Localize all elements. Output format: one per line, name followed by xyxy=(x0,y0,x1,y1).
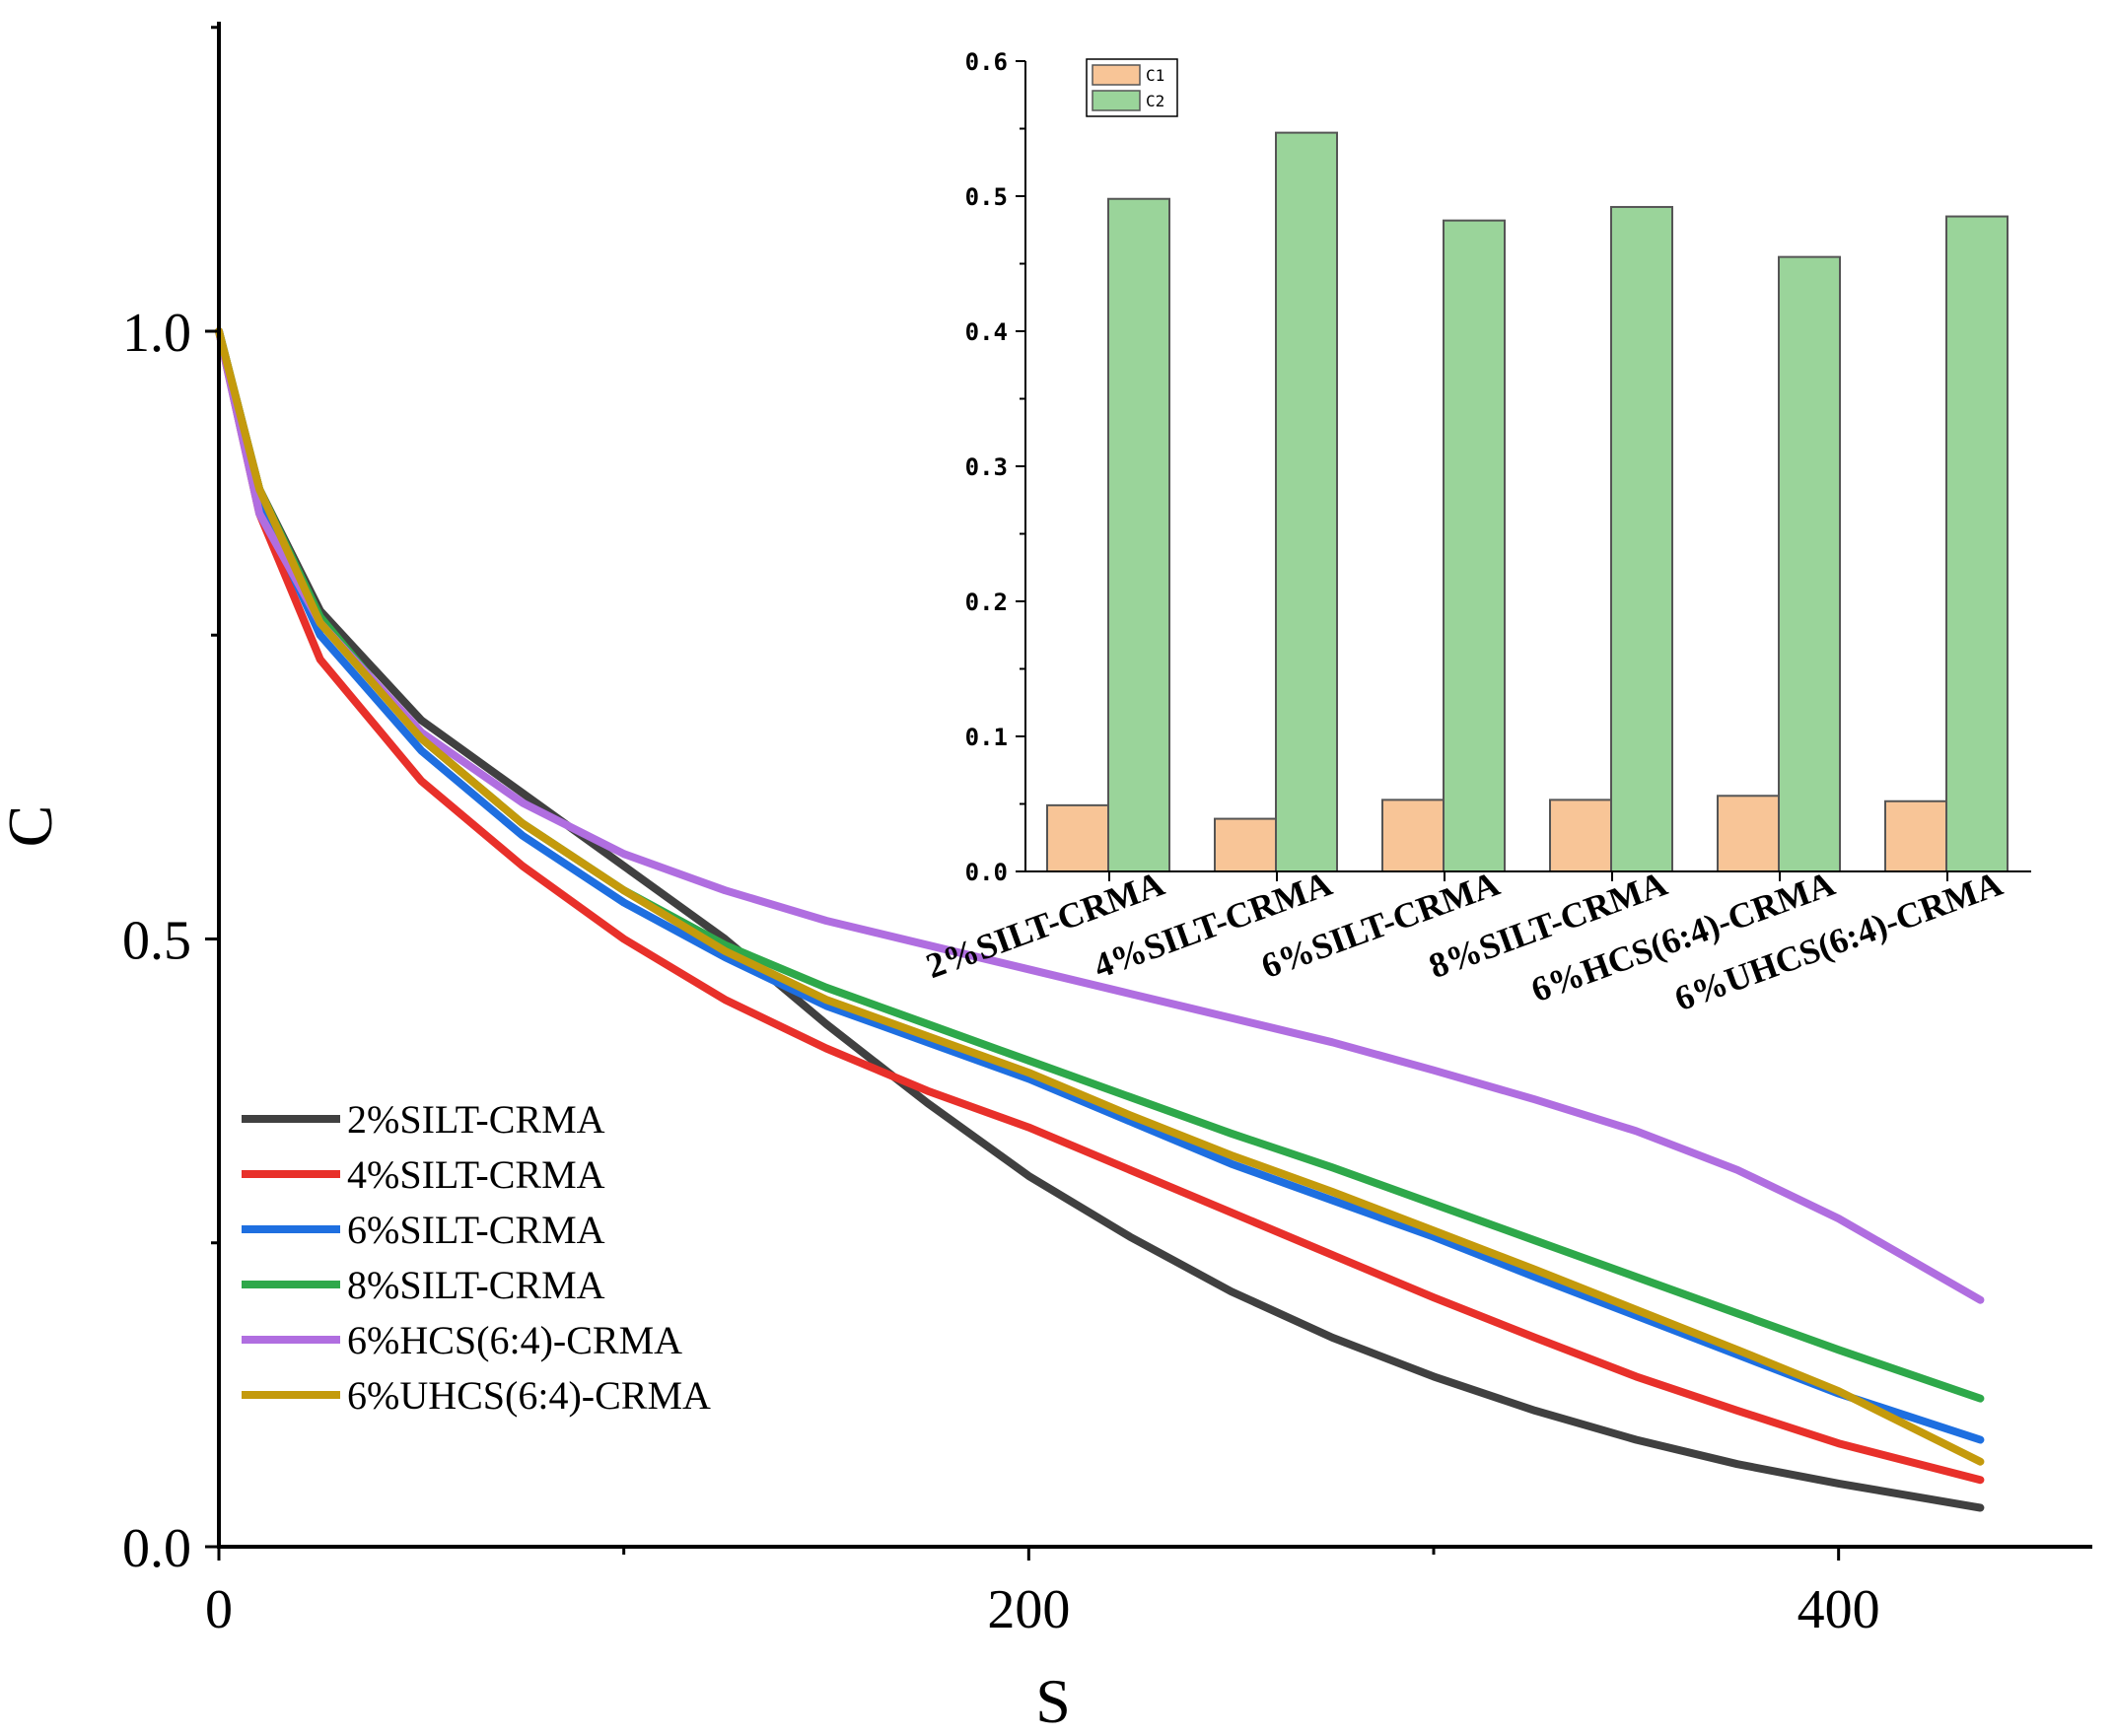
inset-y-tick-label: 0.2 xyxy=(965,589,1008,616)
inset-legend-label: C1 xyxy=(1146,66,1164,85)
bar xyxy=(1214,817,1277,873)
inset-y-tick-label: 0.6 xyxy=(965,48,1008,76)
inset-legend-swatch xyxy=(1092,64,1141,86)
bar xyxy=(1945,215,2009,873)
line-series xyxy=(215,327,1985,1485)
inset-legend-swatch xyxy=(1092,90,1141,111)
inset-y-tick-label: 0.5 xyxy=(965,183,1008,211)
line-series xyxy=(215,327,1985,1466)
bar xyxy=(1549,799,1612,873)
inset-legend-label: C2 xyxy=(1146,92,1164,110)
bar xyxy=(1717,795,1780,873)
bar xyxy=(1046,803,1109,872)
main-y-axis-label: C xyxy=(0,805,65,848)
legend-label: 6%HCS(6:4)-CRMA xyxy=(347,1318,682,1362)
main-line-chart: 0.0 0.5 1.0 0 200 400 C S 2%SILT-CRMA 4%SILT-… xyxy=(0,22,2092,1736)
legend-label: 4%SILT-CRMA xyxy=(347,1152,605,1197)
bar xyxy=(1443,219,1506,873)
main-y-tick-label: 0.0 xyxy=(122,1518,191,1579)
legend-label: 6%UHCS(6:4)-CRMA xyxy=(347,1373,711,1418)
main-x-tick-label: 200 xyxy=(987,1579,1070,1640)
main-x-tick-label: 400 xyxy=(1798,1579,1880,1640)
main-legend: 2%SILT-CRMA 4%SILT-CRMA 6%SILT-CRMA 8%SILT-… xyxy=(242,1097,711,1418)
inset-y-tick-label: 0.3 xyxy=(965,453,1008,481)
bar xyxy=(1107,197,1170,873)
main-x-axis-label: S xyxy=(1035,1666,1071,1736)
inset-x-ticks: 2%SILT-CRMA4%SILT-CRMA6%SILT-CRMA8%SILT-… xyxy=(921,864,2008,1018)
legend-label: 8%SILT-CRMA xyxy=(347,1263,605,1307)
bar xyxy=(1884,799,1947,873)
bar xyxy=(1610,205,1673,872)
bar xyxy=(1275,131,1338,873)
inset-bar-chart: 0.0 0.1 0.2 0.3 0.4 0.5 0.6 2%SILT-CRMA4%SILT-… xyxy=(921,48,2031,1018)
line-series xyxy=(215,327,1985,1444)
main-plot-lines xyxy=(215,327,1985,1512)
main-y-ticks: 0.0 0.5 1.0 xyxy=(122,26,219,1579)
inset-y-ticks: 0.0 0.1 0.2 0.3 0.4 0.5 0.6 xyxy=(965,48,1025,886)
legend-label: 2%SILT-CRMA xyxy=(347,1097,605,1142)
main-y-tick-label: 1.0 xyxy=(122,303,191,364)
inset-bars xyxy=(1046,131,2009,873)
inset-y-tick-label: 0.4 xyxy=(965,318,1008,346)
bar xyxy=(1381,799,1445,873)
bar xyxy=(1778,255,1841,872)
main-y-tick-label: 0.5 xyxy=(122,911,191,972)
line-series xyxy=(215,327,1985,1512)
inset-y-tick-label: 0.1 xyxy=(965,724,1008,751)
legend-label: 6%SILT-CRMA xyxy=(347,1208,605,1252)
line-series xyxy=(215,327,1985,1304)
main-x-tick-label: 0 xyxy=(205,1579,233,1640)
main-x-ticks: 0 200 400 xyxy=(205,1547,1880,1640)
inset-y-tick-label: 0.0 xyxy=(965,859,1008,886)
